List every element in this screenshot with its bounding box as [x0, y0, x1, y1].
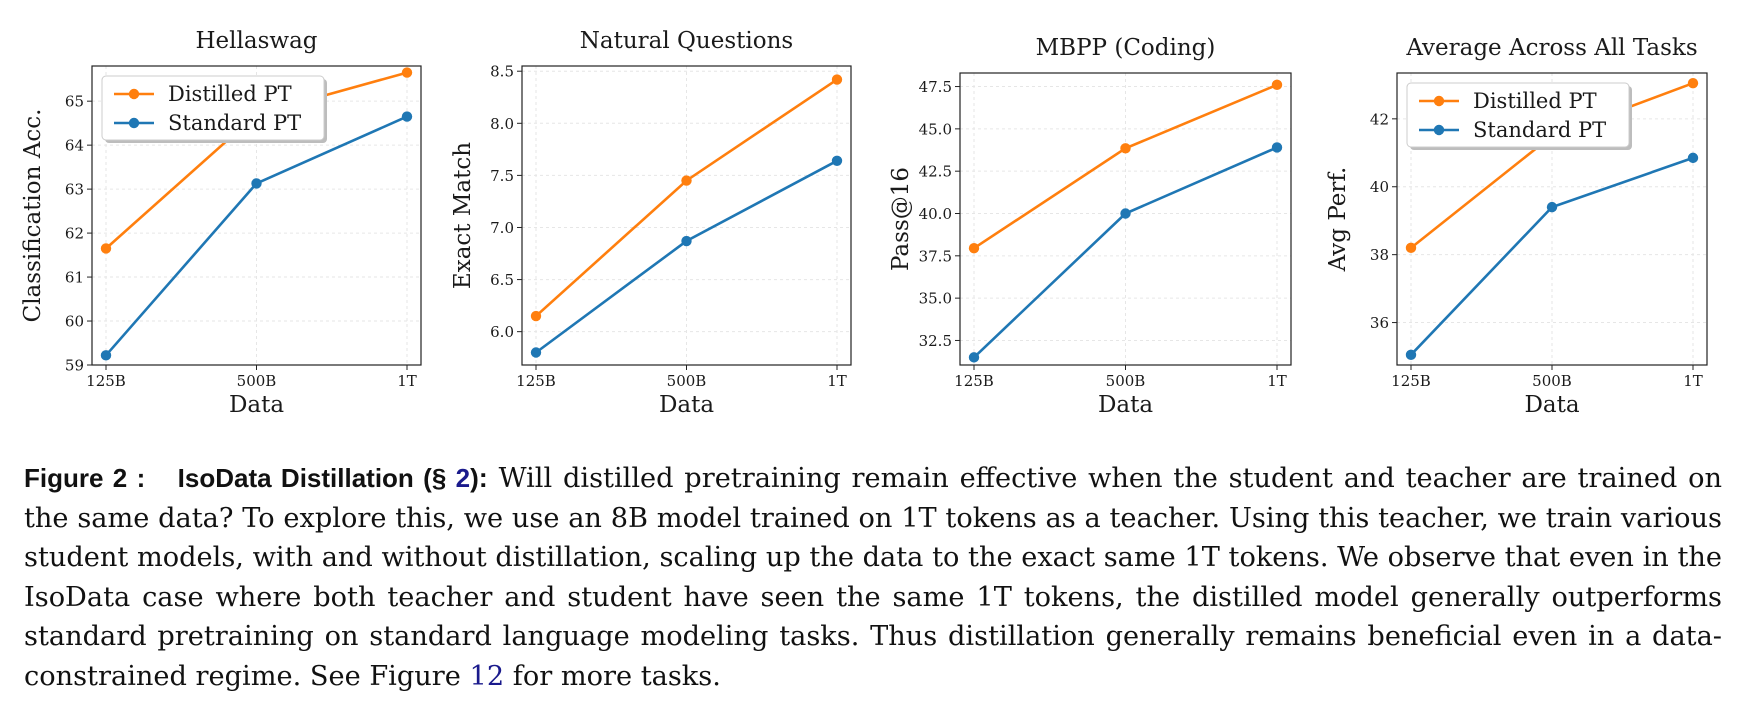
legend-marker: [128, 88, 140, 100]
y-tick-label: 35.0: [919, 290, 952, 308]
y-tick-label: 59: [65, 357, 84, 375]
y-tick-label: 7.5: [490, 167, 514, 185]
chart-panel-2: 6.0 6.5 7.0 7.5 8.0 8.5 125B 500B 1T Natural Ques…: [450, 28, 852, 418]
caption-title: IsoData Distillation (§ 2): [178, 463, 479, 493]
y-tick-label: 42.5: [919, 163, 952, 181]
y-tick-label: 36: [1370, 314, 1389, 332]
data-point-distilled-pt: [100, 243, 112, 254]
y-tick-label: 62: [65, 225, 84, 243]
y-axis-label: Pass@16: [888, 167, 914, 271]
data-point-distilled-pt: [831, 74, 843, 85]
x-tick-label: 500B: [237, 372, 277, 390]
legend-label: Distilled PT: [1473, 89, 1597, 113]
data-point-distilled-pt: [1405, 242, 1417, 254]
legend-marker: [1433, 124, 1445, 136]
x-tick-label: 125B: [516, 372, 556, 390]
caption-title-suffix: ): [470, 463, 479, 493]
data-point-standard-pt: [831, 155, 843, 167]
data-point-standard-pt: [530, 347, 542, 358]
y-tick-label: 45.0: [919, 120, 952, 138]
y-axis-label: Exact Match: [450, 142, 476, 289]
chart-panel-1: 59 60 61 62 63 64 65 125B 500B 1T Hellaswag Data Cla…: [20, 28, 422, 418]
data-point-distilled-pt: [1271, 79, 1283, 91]
data-point-distilled-pt: [530, 310, 542, 322]
x-axis-label: Data: [1524, 392, 1579, 418]
y-tick-label: 65: [65, 93, 84, 111]
data-point-distilled-pt: [681, 175, 692, 186]
y-axis-label: Avg Perf.: [1325, 167, 1351, 273]
figure-caption: Figure 2 : IsoData Distillation (§ 2): W…: [24, 458, 1722, 696]
caption-title-prefix: IsoData Distillation (§: [177, 463, 456, 493]
y-tick-label: 42: [1370, 110, 1389, 128]
y-tick-label: 40.0: [919, 205, 952, 223]
y-tick-label: 60: [65, 313, 84, 331]
y-tick-label: 8.0: [490, 115, 514, 133]
x-tick-label: 125B: [1391, 372, 1431, 390]
x-tick-label: 500B: [1532, 372, 1572, 390]
data-point-standard-pt: [968, 352, 980, 363]
data-point-standard-pt: [401, 111, 413, 122]
x-tick-label: 125B: [86, 372, 126, 390]
legend-label: Standard PT: [168, 111, 301, 135]
y-tick-label: 63: [65, 181, 84, 199]
chart-panel-3: 32.5 35.0 37.5 40.0 42.5 45.0 47.5 125B 500B 1T MB…: [888, 35, 1292, 418]
data-point-distilled-pt: [968, 243, 980, 254]
x-tick-label: 1T: [1267, 372, 1287, 390]
data-point-standard-pt: [1546, 201, 1558, 213]
caption-separator: :: [478, 462, 488, 493]
caption-body-part1: Will distilled pretraining remain effect…: [24, 463, 1722, 692]
x-tick-label: 1T: [827, 372, 847, 390]
x-axis-label: Data: [229, 392, 284, 418]
x-tick-label: 500B: [667, 372, 707, 390]
section-ref-link[interactable]: 2: [455, 463, 471, 493]
chart-panel-4: 36 38 40 42 125B 500B 1T Average Across All Tas…: [1325, 35, 1708, 418]
y-tick-label: 6.0: [490, 323, 514, 341]
y-tick-label: 6.5: [490, 271, 514, 289]
data-point-distilled-pt: [401, 67, 413, 78]
data-point-distilled-pt: [1120, 143, 1131, 154]
legend-label: Standard PT: [1473, 118, 1606, 142]
data-point-standard-pt: [1405, 349, 1417, 361]
x-tick-label: 125B: [954, 372, 994, 390]
y-tick-label: 7.0: [490, 219, 514, 237]
caption-body-part2: for more tasks.: [504, 660, 721, 692]
x-axis-label: Data: [659, 392, 714, 418]
legend-label: Distilled PT: [168, 82, 292, 106]
chart-title: Average Across All Tasks: [1405, 35, 1697, 61]
legend-box: [1406, 82, 1630, 148]
data-point-standard-pt: [681, 235, 692, 247]
y-tick-label: 37.5: [919, 247, 952, 265]
caption-label: Figure 2 :: [24, 463, 146, 493]
legend-marker: [1433, 95, 1445, 107]
data-point-standard-pt: [1271, 142, 1283, 153]
chart-title: Natural Questions: [580, 28, 793, 54]
data-point-standard-pt: [100, 350, 112, 361]
data-point-standard-pt: [1687, 152, 1699, 164]
y-tick-label: 64: [65, 137, 84, 155]
legend-box: [101, 75, 325, 141]
data-point-distilled-pt: [1687, 77, 1699, 89]
y-tick-label: 40: [1370, 178, 1389, 196]
chart-title: MBPP (Coding): [1036, 35, 1216, 61]
legend-marker: [128, 117, 140, 129]
data-point-standard-pt: [1120, 208, 1131, 219]
figure-ref-link[interactable]: 12: [469, 660, 505, 692]
series-line-standard-pt: [535, 159, 838, 354]
data-point-standard-pt: [251, 178, 262, 189]
y-tick-label: 47.5: [919, 78, 952, 96]
y-tick-label: 8.5: [490, 63, 514, 81]
x-tick-label: 1T: [397, 372, 417, 390]
figure-charts: 59 60 61 62 63 64 65 125B 500B 1T Hellaswag Data Cla…: [20, 28, 1708, 418]
y-tick-label: 61: [65, 269, 84, 287]
y-axis-label: Classification Acc.: [20, 109, 46, 323]
y-tick-label: 32.5: [919, 332, 952, 350]
x-tick-label: 1T: [1683, 372, 1703, 390]
x-axis-label: Data: [1098, 392, 1153, 418]
x-tick-label: 500B: [1106, 372, 1146, 390]
chart-title: Hellaswag: [195, 28, 317, 54]
y-tick-label: 38: [1370, 246, 1389, 264]
